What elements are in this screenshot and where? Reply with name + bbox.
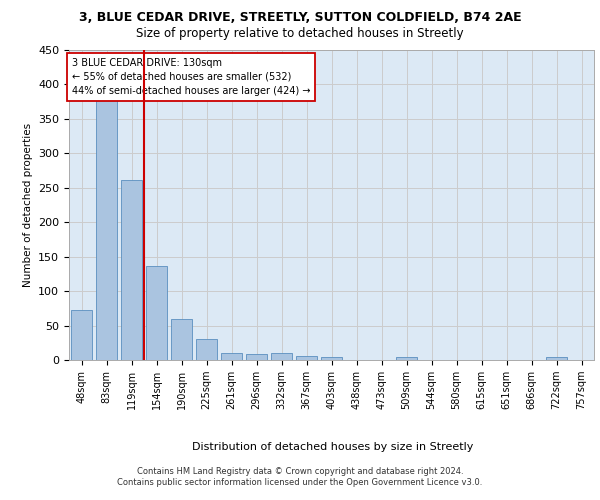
Bar	[171, 318, 192, 360]
Bar	[146, 266, 167, 360]
Text: 3, BLUE CEDAR DRIVE, STREETLY, SUTTON COLDFIELD, B74 2AE: 3, BLUE CEDAR DRIVE, STREETLY, SUTTON CO…	[79, 11, 521, 24]
Bar	[296, 356, 317, 360]
Bar	[546, 357, 567, 360]
Text: Contains HM Land Registry data © Crown copyright and database right 2024.: Contains HM Land Registry data © Crown c…	[137, 467, 463, 476]
Y-axis label: Number of detached properties: Number of detached properties	[23, 123, 32, 287]
Text: Distribution of detached houses by size in Streetly: Distribution of detached houses by size …	[193, 442, 473, 452]
Text: 3 BLUE CEDAR DRIVE: 130sqm
← 55% of detached houses are smaller (532)
44% of sem: 3 BLUE CEDAR DRIVE: 130sqm ← 55% of deta…	[71, 58, 310, 96]
Bar	[221, 353, 242, 360]
Bar	[121, 180, 142, 360]
Bar	[271, 353, 292, 360]
Bar	[96, 99, 117, 360]
Bar	[321, 356, 342, 360]
Bar	[71, 310, 92, 360]
Text: Contains public sector information licensed under the Open Government Licence v3: Contains public sector information licen…	[118, 478, 482, 487]
Text: Size of property relative to detached houses in Streetly: Size of property relative to detached ho…	[136, 28, 464, 40]
Bar	[246, 354, 267, 360]
Bar	[396, 356, 417, 360]
Bar	[196, 340, 217, 360]
